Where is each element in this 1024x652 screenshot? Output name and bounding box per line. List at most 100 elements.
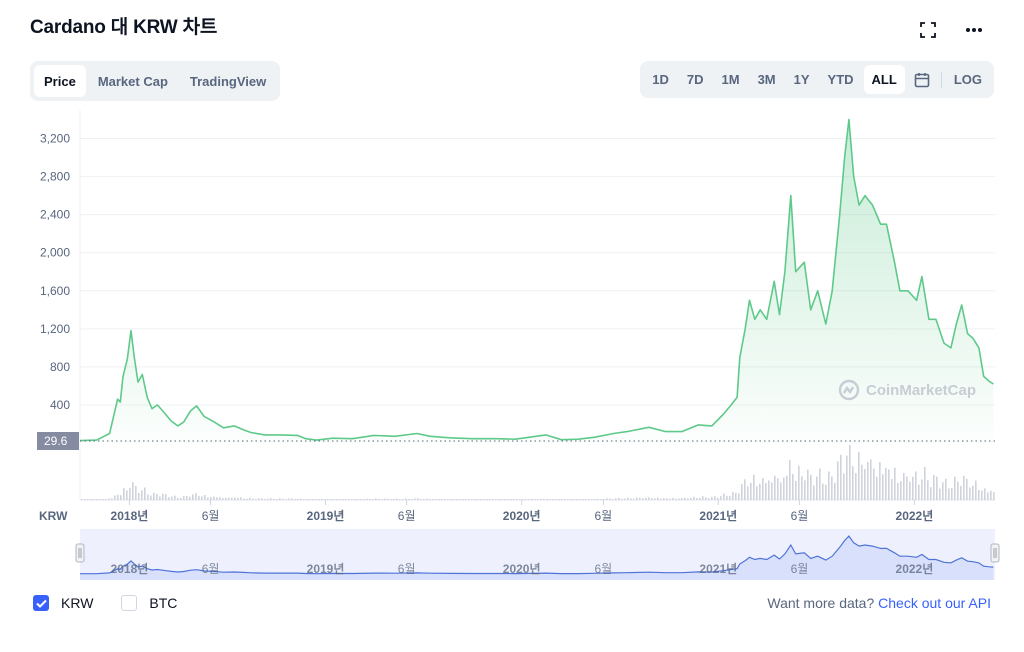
calendar-icon[interactable] [907, 65, 937, 94]
volume-bar [768, 480, 770, 500]
price-line [79, 118, 994, 442]
checkbox-btc[interactable] [121, 595, 138, 611]
range-7d[interactable]: 7D [686, 72, 704, 87]
volume-bar [885, 467, 887, 500]
volume-bar [294, 499, 296, 500]
volume-bar [537, 499, 539, 500]
volume-bar [774, 475, 776, 500]
volume-bar [558, 499, 560, 500]
volume-bar [651, 498, 653, 500]
volume-bar [750, 482, 752, 500]
volume-bar [585, 499, 587, 500]
volume-bar [510, 499, 512, 500]
volume-bar [729, 495, 731, 500]
volume-bar [414, 498, 416, 500]
volume-bar [906, 476, 908, 500]
volume-bar [534, 499, 536, 500]
volume-bar [225, 497, 227, 500]
volume-bar [978, 489, 980, 500]
volume-bar [459, 499, 461, 500]
price-chart[interactable]: 400 800 1,200 1,600 2,000 2,400 2,800 3,200 29.… [0, 0, 1024, 590]
x-tick-label: 2020년 [503, 509, 541, 523]
volume-bar [807, 469, 809, 500]
volume-bar [390, 499, 392, 500]
chart-legend: KRW BTC [33, 595, 195, 611]
volume-bar [378, 498, 380, 500]
navigator-handle-right[interactable] [990, 543, 1000, 563]
volume-bar [939, 488, 941, 500]
range-3m[interactable]: 3M [757, 72, 776, 87]
volume-bar [915, 471, 917, 500]
volume-bar [396, 498, 398, 500]
legend-item-btc[interactable]: BTC [121, 595, 177, 611]
volume-bar [909, 481, 911, 500]
tab-tradingview[interactable]: TradingView [189, 73, 267, 89]
volume-bar [819, 468, 821, 500]
volume-bar [642, 498, 644, 500]
volume-bar [567, 499, 569, 500]
volume-bar [270, 498, 272, 500]
range-1d[interactable]: 1D [652, 72, 669, 87]
volume-bar [300, 498, 302, 500]
volume-bar [963, 475, 965, 500]
volume-bar [900, 481, 902, 500]
tab-price[interactable]: Price [34, 65, 86, 97]
checkbox-krw[interactable] [33, 595, 49, 611]
volume-bar [675, 498, 677, 500]
range-ytd[interactable]: YTD [827, 72, 854, 87]
volume-bar [435, 498, 437, 500]
range-1m[interactable]: 1M [721, 72, 740, 87]
volume-bar [171, 496, 173, 500]
volume-bar [549, 499, 551, 500]
fullscreen-icon[interactable] [918, 20, 938, 40]
volume-bar [384, 498, 386, 500]
volume-bar [921, 479, 923, 500]
volume-bar [897, 483, 899, 500]
volume-bar [600, 499, 602, 500]
range-all[interactable]: ALL [863, 65, 905, 94]
volume-bar [714, 496, 716, 500]
volume-bar [492, 499, 494, 500]
volume-bar [603, 499, 605, 500]
volume-bar [315, 499, 317, 500]
volume-bar [762, 477, 764, 500]
volume-bar [288, 498, 290, 500]
volume-bar [342, 499, 344, 500]
x-tick-label: 2018년 [111, 509, 149, 523]
api-promo: Want more data? Check out our API [767, 595, 991, 611]
volume-bar [960, 486, 962, 500]
volume-bar [798, 465, 800, 500]
volume-bar [312, 499, 314, 500]
volume-bar [498, 499, 500, 500]
volume-bar [891, 479, 893, 500]
navigator-handle-left[interactable] [75, 543, 85, 563]
volume-bar [297, 498, 299, 500]
volume-bar [744, 479, 746, 500]
range-1y[interactable]: 1Y [793, 72, 810, 87]
volume-bar [393, 498, 395, 500]
more-icon[interactable] [964, 20, 984, 40]
volume-bar [831, 476, 833, 500]
volume-bar [249, 497, 251, 500]
legend-item-krw[interactable]: KRW [33, 595, 93, 611]
api-link[interactable]: Check out our API [878, 595, 991, 611]
volume-bar [930, 487, 932, 500]
volume-bar [504, 499, 506, 500]
volume-bar [555, 499, 557, 500]
volume-bar [465, 499, 467, 500]
volume-bar [759, 483, 761, 500]
volume-bar [156, 493, 158, 500]
volume-bar [165, 494, 167, 500]
tab-market-cap[interactable]: Market Cap [97, 73, 168, 89]
volume-bar [954, 476, 956, 500]
x-tick-label: 6월 [202, 509, 220, 523]
volume-bar [207, 497, 209, 500]
volume-bar [660, 498, 662, 500]
page-title: Cardano 대 KRW 차트 [30, 17, 218, 38]
volume-bar [876, 476, 878, 500]
volume-bar [264, 499, 266, 500]
volume-bar [339, 499, 341, 500]
log-scale-toggle[interactable]: LOG [953, 72, 982, 87]
volume-bar [615, 498, 617, 500]
volume-bar [669, 498, 671, 500]
